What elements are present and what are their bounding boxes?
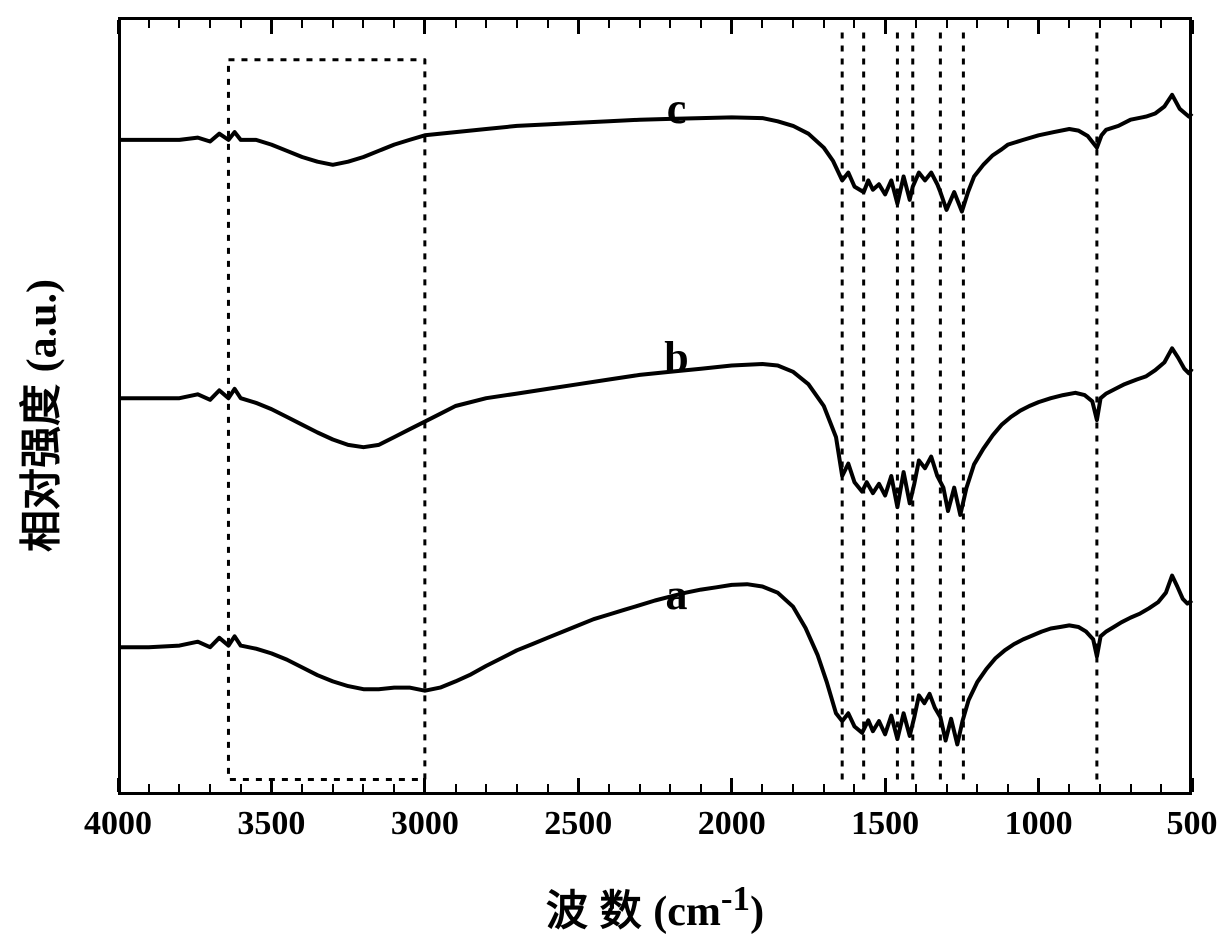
xtick-minor-top (332, 20, 334, 28)
xtick-minor-top (761, 20, 763, 28)
xtick-minor-top (240, 20, 242, 28)
xtick-major-bottom (117, 778, 120, 792)
xtick-minor-bottom (393, 784, 395, 792)
xtick-minor-bottom (516, 784, 518, 792)
xtick-minor-bottom (485, 784, 487, 792)
xtick-minor-top (485, 20, 487, 28)
plot-frame-left (118, 17, 121, 795)
x-axis-label: 波 数 (cm-1) (475, 877, 835, 938)
trace-label-a: a (665, 569, 687, 620)
xtick-minor-top (362, 20, 364, 28)
spectra-svg (118, 17, 1192, 795)
xtick-minor-top (700, 20, 702, 28)
xtick-label: 3500 (237, 805, 305, 843)
xtick-minor-top (915, 20, 917, 28)
xtick-label: 2000 (698, 805, 766, 843)
xtick-minor-bottom (209, 784, 211, 792)
xtick-minor-bottom (362, 784, 364, 792)
xtick-minor-bottom (823, 784, 825, 792)
trace-label-b: b (664, 332, 688, 383)
plot-frame-right (1189, 17, 1192, 795)
xtick-minor-bottom (792, 784, 794, 792)
dotted-region-box (228, 60, 424, 780)
xtick-major-bottom (270, 778, 273, 792)
xtick-label: 4000 (84, 805, 152, 843)
xtick-minor-top (1130, 20, 1132, 28)
xtick-minor-top (1099, 20, 1101, 28)
xtick-label: 500 (1167, 805, 1218, 843)
xtick-minor-top (1068, 20, 1070, 28)
xtick-minor-top (853, 20, 855, 28)
xtick-major-bottom (1191, 778, 1194, 792)
xtick-major-top (884, 20, 887, 34)
xtick-minor-bottom (178, 784, 180, 792)
xtick-minor-bottom (1007, 784, 1009, 792)
xtick-minor-bottom (976, 784, 978, 792)
plot-frame-bottom (118, 792, 1192, 795)
plot-frame-top (118, 17, 1192, 20)
xtick-minor-top (1007, 20, 1009, 28)
spectrum-c (118, 95, 1192, 212)
xtick-label: 3000 (391, 805, 459, 843)
xtick-major-bottom (884, 778, 887, 792)
xtick-minor-bottom (1160, 784, 1162, 792)
xtick-minor-top (639, 20, 641, 28)
xtick-minor-bottom (455, 784, 457, 792)
xtick-minor-bottom (1099, 784, 1101, 792)
xtick-minor-bottom (946, 784, 948, 792)
xtick-major-bottom (423, 778, 426, 792)
xtick-major-top (117, 20, 120, 34)
xtick-minor-top (393, 20, 395, 28)
spectrum-b (118, 348, 1192, 515)
xtick-label: 1000 (1005, 805, 1073, 843)
xtick-minor-bottom (915, 784, 917, 792)
xtick-minor-top (148, 20, 150, 28)
xtick-minor-bottom (853, 784, 855, 792)
xtick-minor-top (178, 20, 180, 28)
xtick-major-bottom (1037, 778, 1040, 792)
xtick-minor-bottom (761, 784, 763, 792)
xtick-minor-bottom (148, 784, 150, 792)
xtick-minor-top (209, 20, 211, 28)
xtick-minor-top (1160, 20, 1162, 28)
xtick-major-top (577, 20, 580, 34)
y-axis-label: 相对强度 (a.u.) (8, 216, 69, 616)
spectrum-a (118, 576, 1192, 745)
xtick-minor-bottom (240, 784, 242, 792)
xtick-major-top (730, 20, 733, 34)
xtick-minor-top (301, 20, 303, 28)
xtick-major-bottom (577, 778, 580, 792)
xtick-minor-top (669, 20, 671, 28)
xtick-label: 2500 (544, 805, 612, 843)
xtick-minor-top (792, 20, 794, 28)
xtick-minor-bottom (301, 784, 303, 792)
xtick-major-bottom (730, 778, 733, 792)
xtick-major-top (1191, 20, 1194, 34)
trace-label-c: c (667, 83, 687, 134)
xtick-label: 1500 (851, 805, 919, 843)
xtick-minor-top (455, 20, 457, 28)
xtick-minor-top (608, 20, 610, 28)
xtick-minor-top (823, 20, 825, 28)
xtick-minor-bottom (669, 784, 671, 792)
xtick-minor-bottom (639, 784, 641, 792)
xtick-minor-bottom (1130, 784, 1132, 792)
xtick-minor-bottom (608, 784, 610, 792)
xtick-minor-bottom (1068, 784, 1070, 792)
xtick-major-top (270, 20, 273, 34)
xtick-minor-top (516, 20, 518, 28)
xtick-major-top (1037, 20, 1040, 34)
plot-area (118, 17, 1192, 795)
xtick-major-top (423, 20, 426, 34)
xtick-minor-bottom (547, 784, 549, 792)
xtick-minor-bottom (332, 784, 334, 792)
xtick-minor-top (976, 20, 978, 28)
xtick-minor-top (946, 20, 948, 28)
xtick-minor-bottom (700, 784, 702, 792)
xtick-minor-top (547, 20, 549, 28)
